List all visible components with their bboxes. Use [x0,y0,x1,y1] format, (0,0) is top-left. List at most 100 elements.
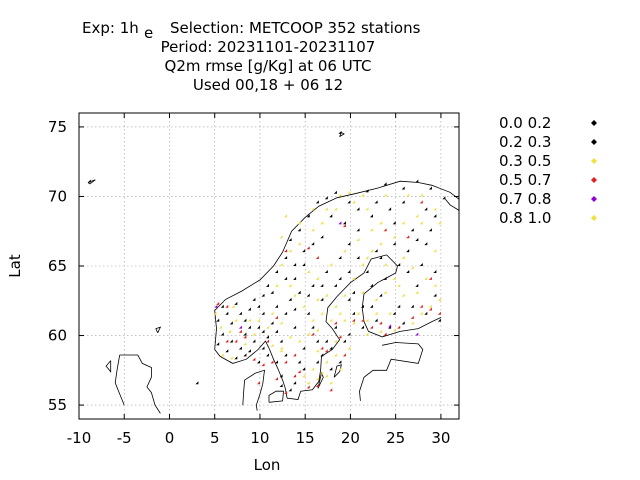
data-point [406,235,410,239]
data-point [229,356,233,360]
data-point [401,293,405,297]
data-point [428,304,432,308]
data-point [288,297,292,301]
data-point [365,256,369,260]
data-point [379,329,383,333]
data-point [297,221,301,225]
data-point [347,297,351,301]
data-point [415,332,419,336]
data-point [311,318,315,322]
data-point [320,353,324,357]
data-point [302,374,306,378]
data-point [370,249,374,253]
data-point [320,297,324,301]
data-point [284,360,288,364]
data-point [415,179,419,183]
data-point [361,290,365,294]
data-point [302,249,306,253]
data-point [306,311,310,315]
data-point [342,224,346,228]
data-point [238,329,242,333]
data-point [374,249,378,253]
data-point [338,193,342,197]
data-point [324,270,328,274]
x-tick-label: 20 [341,429,360,447]
data-point [284,391,288,395]
coastline-segment [87,179,96,185]
y-tick-label: 55 [48,396,67,414]
data-point [342,221,346,225]
data-point [370,214,374,218]
data-point [365,189,369,193]
data-point [329,388,333,392]
data-point [234,356,238,360]
data-point [252,297,256,301]
data-point [324,207,328,211]
data-point [270,343,274,347]
data-point [315,384,319,388]
data-point [365,270,369,274]
data-point [270,360,274,364]
data-point [320,311,324,315]
data-point [333,353,337,357]
data-point [311,207,315,211]
title-line-3: Q2m rmse [g/Kg] at 06 UTC [165,57,372,75]
data-point [424,276,428,280]
data-point [270,290,274,294]
data-point [342,318,346,322]
data-point [374,297,378,301]
data-point [347,190,351,194]
data-point [361,263,365,267]
data-point [306,381,310,385]
data-point [315,360,319,364]
data-point [419,221,423,225]
data-point [288,388,292,392]
data-point [329,263,333,267]
data-point [365,332,369,336]
data-point [342,353,346,357]
data-point [324,293,328,297]
data-point [195,381,199,385]
legend-label: 0.0 0.2 [499,114,551,132]
data-point [320,221,324,225]
data-point [419,263,423,267]
data-point [333,304,337,308]
data-point [293,374,297,378]
x-tick-label: 30 [431,429,450,447]
data-point [392,235,396,239]
data-point [342,249,346,253]
data-point [383,290,387,294]
data-point [261,363,265,367]
data-point [437,318,441,322]
data-point [433,249,437,253]
legend-marker [591,196,597,202]
x-tick-label: 5 [210,429,220,447]
legend-marker [591,215,597,221]
data-point [329,381,333,385]
data-point [320,371,324,375]
data-point [225,311,229,315]
data-point [231,304,235,308]
data-point [415,214,419,218]
data-point [234,339,238,343]
data-point [288,249,292,253]
data-point [311,367,315,371]
x-tick-label: -10 [67,429,92,447]
data-point [356,207,360,211]
data-point [392,311,396,315]
data-point [279,263,283,267]
data-point [279,339,283,343]
legend-label: 0.7 0.8 [499,190,551,208]
data-point [293,276,297,280]
data-point [306,246,310,250]
data-point [428,228,432,232]
data-point [419,304,423,308]
data-point [238,325,242,329]
data-point [401,221,405,225]
data-point [315,328,319,332]
data-point [266,283,270,287]
data-point [374,200,378,204]
data-point [401,186,405,190]
coastline-segment [445,198,460,211]
legend-label: 0.3 0.5 [499,152,551,170]
